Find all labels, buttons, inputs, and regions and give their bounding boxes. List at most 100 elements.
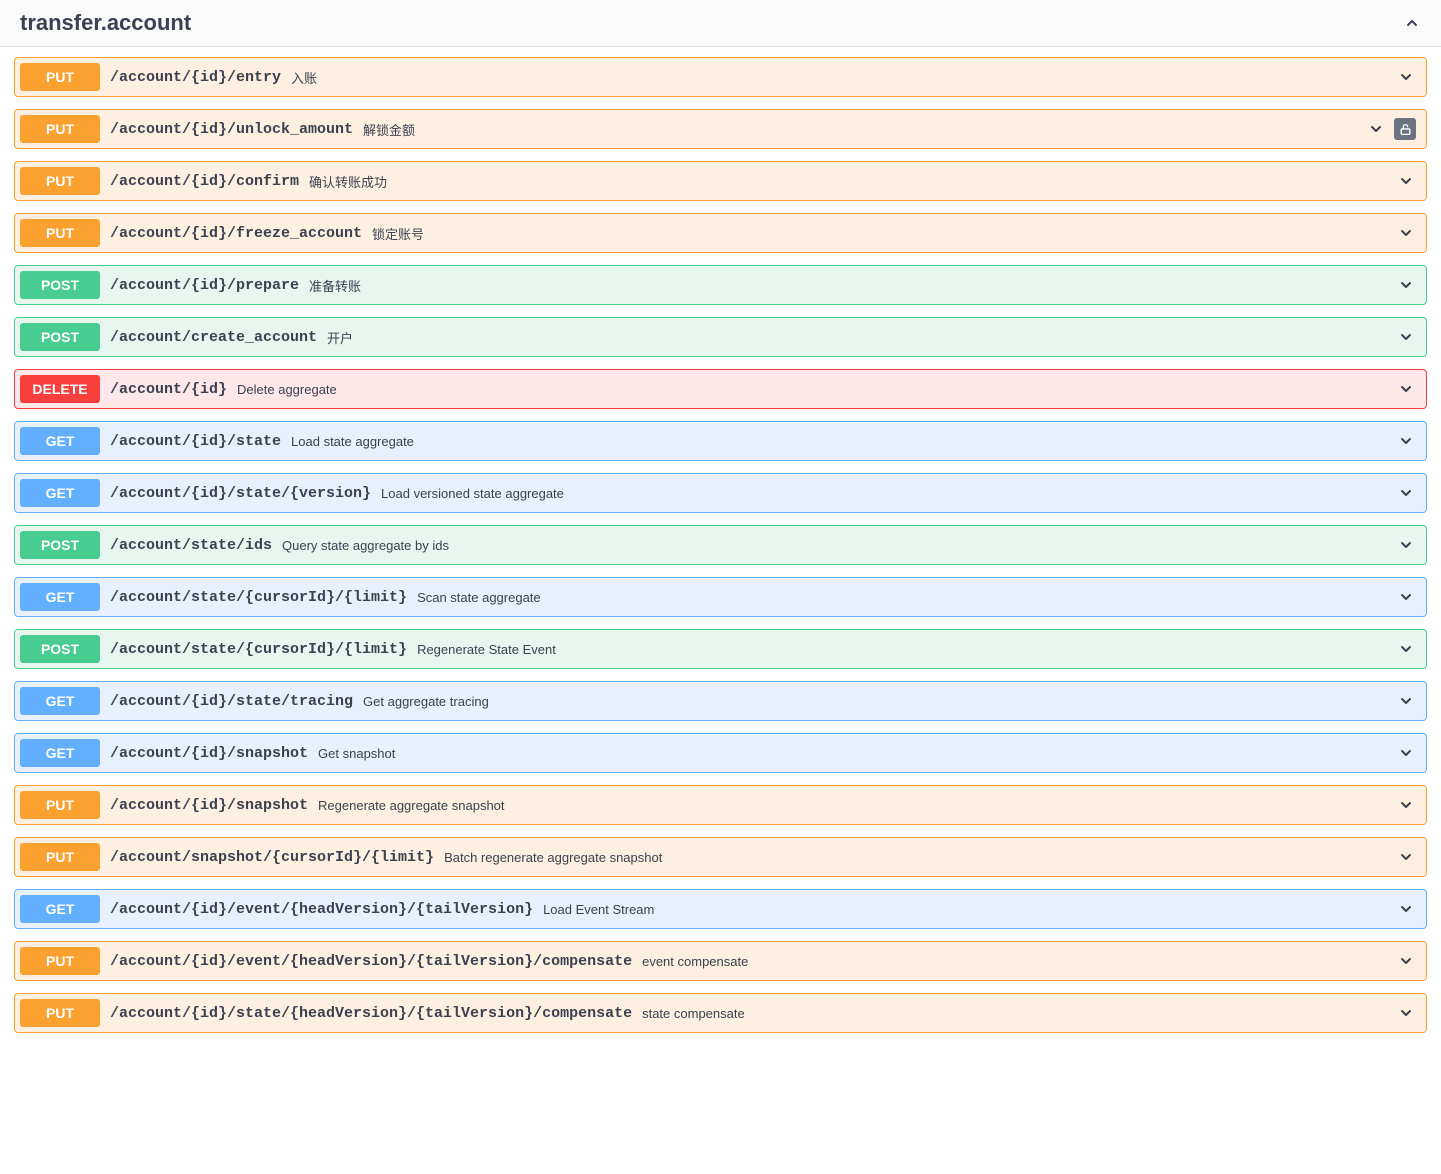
chevron-down-icon[interactable] [1396,951,1416,971]
method-badge-put: PUT [20,63,100,91]
chevron-down-icon[interactable] [1396,483,1416,503]
chevron-down-icon[interactable] [1396,743,1416,763]
chevron-down-icon[interactable] [1396,379,1416,399]
chevron-down-icon[interactable] [1396,67,1416,87]
endpoint-row[interactable]: DELETE/account/{id}Delete aggregate [14,369,1427,409]
endpoint-description: Load Event Stream [543,902,654,917]
endpoint-path: /account/{id}/freeze_account [110,225,362,242]
endpoint-row[interactable]: GET/account/state/{cursorId}/{limit}Scan… [14,577,1427,617]
endpoint-description: Scan state aggregate [417,590,541,605]
endpoint-description: Load state aggregate [291,434,414,449]
endpoint-controls [1366,118,1416,140]
endpoint-list: PUT/account/{id}/entry入账PUT/account/{id}… [0,47,1441,1059]
endpoint-row[interactable]: GET/account/{id}/snapshotGet snapshot [14,733,1427,773]
endpoint-row[interactable]: GET/account/{id}/event/{headVersion}/{ta… [14,889,1427,929]
endpoint-controls [1396,951,1416,971]
method-badge-put: PUT [20,219,100,247]
endpoint-description: Get snapshot [318,746,395,761]
endpoint-controls [1396,639,1416,659]
endpoint-path: /account/{id}/entry [110,69,281,86]
endpoint-controls [1396,743,1416,763]
chevron-down-icon[interactable] [1396,275,1416,295]
endpoint-description: 入账 [291,68,317,87]
chevron-down-icon[interactable] [1396,1003,1416,1023]
chevron-down-icon[interactable] [1396,847,1416,867]
endpoint-row[interactable]: POST/account/{id}/prepare 准备转账 [14,265,1427,305]
chevron-up-icon [1403,14,1421,32]
chevron-down-icon[interactable] [1366,119,1386,139]
endpoint-description: Get aggregate tracing [363,694,489,709]
method-badge-post: POST [20,323,100,351]
endpoint-description: event compensate [642,954,748,969]
method-badge-post: POST [20,271,100,299]
lock-icon[interactable] [1394,118,1416,140]
endpoint-row[interactable]: GET/account/{id}/state Load state aggrega… [14,421,1427,461]
endpoint-controls [1396,379,1416,399]
endpoint-description: Query state aggregate by ids [282,538,449,553]
endpoint-controls [1396,431,1416,451]
method-badge-put: PUT [20,843,100,871]
section-title: transfer.account [20,10,191,36]
method-badge-get: GET [20,427,100,455]
chevron-down-icon[interactable] [1396,639,1416,659]
endpoint-description: 准备转账 [309,276,361,295]
method-badge-delete: DELETE [20,375,100,403]
endpoint-row[interactable]: GET/account/{id}/state/{version}Load ver… [14,473,1427,513]
section-header[interactable]: transfer.account [0,0,1441,47]
endpoint-controls [1396,691,1416,711]
method-badge-get: GET [20,739,100,767]
chevron-down-icon[interactable] [1396,899,1416,919]
endpoint-path: /account/state/ids [110,537,272,554]
endpoint-path: /account/{id}/event/{headVersion}/{tailV… [110,953,632,970]
chevron-down-icon[interactable] [1396,431,1416,451]
endpoint-description: Regenerate State Event [417,642,556,657]
endpoint-row[interactable]: PUT/account/{id}/event/{headVersion}/{ta… [14,941,1427,981]
endpoint-row[interactable]: POST/account/state/{cursorId}/{limit}Reg… [14,629,1427,669]
endpoint-path: /account/{id}/unlock_amount [110,121,353,138]
method-badge-put: PUT [20,167,100,195]
method-badge-get: GET [20,895,100,923]
endpoint-controls [1396,899,1416,919]
endpoint-path: /account/create_account [110,329,317,346]
endpoint-controls [1396,535,1416,555]
method-badge-put: PUT [20,999,100,1027]
endpoint-row[interactable]: POST/account/state/idsQuery state aggreg… [14,525,1427,565]
endpoint-row[interactable]: POST/account/create_account开户 [14,317,1427,357]
endpoint-row[interactable]: PUT/account/{id}/confirm确认转账成功 [14,161,1427,201]
endpoint-row[interactable]: PUT/account/{id}/unlock_amount解锁金额 [14,109,1427,149]
endpoint-controls [1396,171,1416,191]
chevron-down-icon[interactable] [1396,535,1416,555]
endpoint-path: /account/state/{cursorId}/{limit} [110,641,407,658]
endpoint-path: /account/{id}/state/tracing [110,693,353,710]
endpoint-row[interactable]: GET/account/{id}/state/tracing Get aggreg… [14,681,1427,721]
endpoint-row[interactable]: PUT/account/{id}/snapshotRegenerate aggr… [14,785,1427,825]
endpoint-row[interactable]: PUT/account/{id}/state/{headVersion}/{ta… [14,993,1427,1033]
endpoint-controls [1396,587,1416,607]
chevron-down-icon[interactable] [1396,795,1416,815]
chevron-down-icon[interactable] [1396,327,1416,347]
endpoint-description: Regenerate aggregate snapshot [318,798,504,813]
endpoint-description: 确认转账成功 [309,172,387,191]
method-badge-get: GET [20,583,100,611]
endpoint-controls [1396,795,1416,815]
endpoint-row[interactable]: PUT/account/snapshot/{cursorId}/{limit}B… [14,837,1427,877]
endpoint-path: /account/{id}/state [110,433,281,450]
endpoint-controls [1396,483,1416,503]
chevron-down-icon[interactable] [1396,587,1416,607]
endpoint-path: /account/{id}/prepare [110,277,299,294]
endpoint-path: /account/{id}/event/{headVersion}/{tailV… [110,901,533,918]
endpoint-path: /account/{id}/snapshot [110,797,308,814]
chevron-down-icon[interactable] [1396,691,1416,711]
endpoint-controls [1396,275,1416,295]
endpoint-row[interactable]: PUT/account/{id}/freeze_account锁定账号 [14,213,1427,253]
method-badge-get: GET [20,479,100,507]
endpoint-row[interactable]: PUT/account/{id}/entry 入账 [14,57,1427,97]
endpoint-controls [1396,67,1416,87]
method-badge-put: PUT [20,115,100,143]
endpoint-controls [1396,327,1416,347]
endpoint-description: Delete aggregate [237,382,337,397]
chevron-down-icon[interactable] [1396,171,1416,191]
chevron-down-icon[interactable] [1396,223,1416,243]
endpoint-path: /account/{id}/state/{headVersion}/{tailV… [110,1005,632,1022]
method-badge-get: GET [20,687,100,715]
